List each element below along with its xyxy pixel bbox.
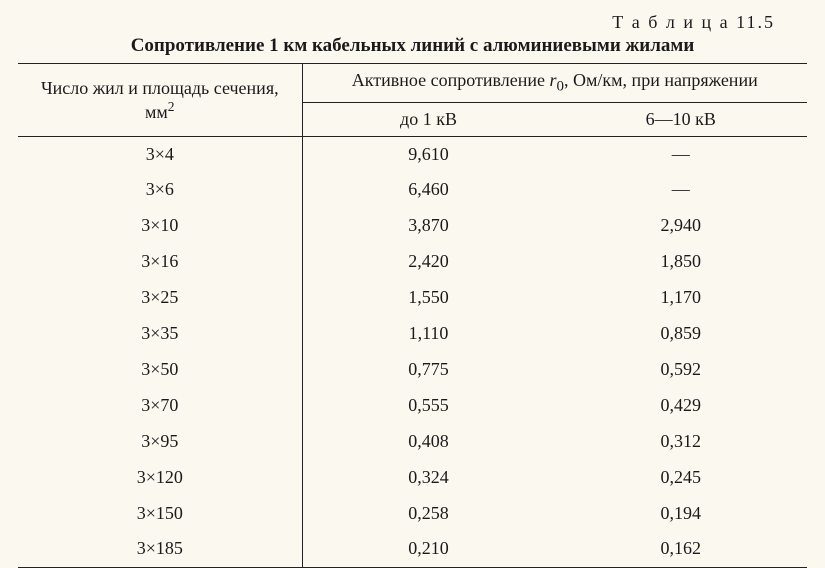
- table-row: 3×4 9,610 —: [18, 136, 807, 172]
- cell-r-1kv: 0,408: [302, 424, 554, 460]
- header-cross-section-unit-prefix: мм: [145, 102, 168, 122]
- cell-r-1kv: 0,210: [302, 531, 554, 567]
- table-row: 3×95 0,408 0,312: [18, 424, 807, 460]
- cell-r-610kv: 0,429: [555, 388, 808, 424]
- cell-size: 3×70: [18, 388, 302, 424]
- header-active-resistance: Активное сопротивление r0, Ом/км, при на…: [302, 64, 807, 103]
- table-row: 3×120 0,324 0,245: [18, 460, 807, 496]
- header-cross-section-unit-sup: 2: [168, 99, 175, 114]
- cell-size: 3×95: [18, 424, 302, 460]
- table-row: 3×185 0,210 0,162: [18, 531, 807, 567]
- cell-size: 3×4: [18, 136, 302, 172]
- table-body: 3×4 9,610 — 3×6 6,460 — 3×10 3,870 2,940…: [18, 136, 807, 568]
- table-row: 3×50 0,775 0,592: [18, 352, 807, 388]
- cell-size: 3×16: [18, 244, 302, 280]
- cell-r-610kv: 2,940: [555, 208, 808, 244]
- cell-r-1kv: 0,258: [302, 496, 554, 532]
- table-number: Т а б л и ц а 11.5: [18, 12, 807, 33]
- cell-r-1kv: 2,420: [302, 244, 554, 280]
- resistance-table: Число жил и площадь сечения, мм2 Активно…: [18, 63, 807, 568]
- cell-r-610kv: —: [555, 172, 808, 208]
- cell-r-610kv: 0,162: [555, 531, 808, 567]
- table-row: 3×35 1,110 0,859: [18, 316, 807, 352]
- cell-size: 3×120: [18, 460, 302, 496]
- header-subcol-1kv: до 1 кВ: [302, 102, 554, 136]
- cell-r-610kv: 0,194: [555, 496, 808, 532]
- cell-r-1kv: 1,550: [302, 280, 554, 316]
- cell-size: 3×185: [18, 531, 302, 567]
- table-row: 3×150 0,258 0,194: [18, 496, 807, 532]
- header-cross-section: Число жил и площадь сечения, мм2: [18, 64, 302, 137]
- cell-r-610kv: 0,245: [555, 460, 808, 496]
- cell-r-610kv: 1,170: [555, 280, 808, 316]
- cell-r-1kv: 0,555: [302, 388, 554, 424]
- cell-size: 3×25: [18, 280, 302, 316]
- cell-r-610kv: 0,859: [555, 316, 808, 352]
- header-cross-section-line1: Число жил и площадь сечения,: [41, 78, 279, 98]
- cell-r-1kv: 0,775: [302, 352, 554, 388]
- cell-size: 3×6: [18, 172, 302, 208]
- table-row: 3×6 6,460 —: [18, 172, 807, 208]
- cell-size: 3×50: [18, 352, 302, 388]
- table-row: 3×70 0,555 0,429: [18, 388, 807, 424]
- table-caption: Сопротивление 1 км кабельных линий с алю…: [18, 35, 807, 57]
- cell-r-610kv: 0,592: [555, 352, 808, 388]
- cell-r-1kv: 1,110: [302, 316, 554, 352]
- cell-r-1kv: 9,610: [302, 136, 554, 172]
- table-row: 3×10 3,870 2,940: [18, 208, 807, 244]
- cell-r-1kv: 3,870: [302, 208, 554, 244]
- cell-r-610kv: —: [555, 136, 808, 172]
- header-subcol-610kv: 6—10 кВ: [555, 102, 808, 136]
- cell-size: 3×10: [18, 208, 302, 244]
- header-active-resistance-suffix: , Ом/км, при напряжении: [564, 70, 758, 90]
- cell-r-1kv: 6,460: [302, 172, 554, 208]
- cell-r-610kv: 0,312: [555, 424, 808, 460]
- cell-r-610kv: 1,850: [555, 244, 808, 280]
- header-active-resistance-sub: 0: [557, 79, 565, 95]
- table-row: 3×16 2,420 1,850: [18, 244, 807, 280]
- header-active-resistance-symbol: r: [550, 70, 557, 90]
- cell-r-1kv: 0,324: [302, 460, 554, 496]
- header-active-resistance-prefix: Активное сопротивление: [352, 70, 550, 90]
- cell-size: 3×150: [18, 496, 302, 532]
- table-row: 3×25 1,550 1,170: [18, 280, 807, 316]
- cell-size: 3×35: [18, 316, 302, 352]
